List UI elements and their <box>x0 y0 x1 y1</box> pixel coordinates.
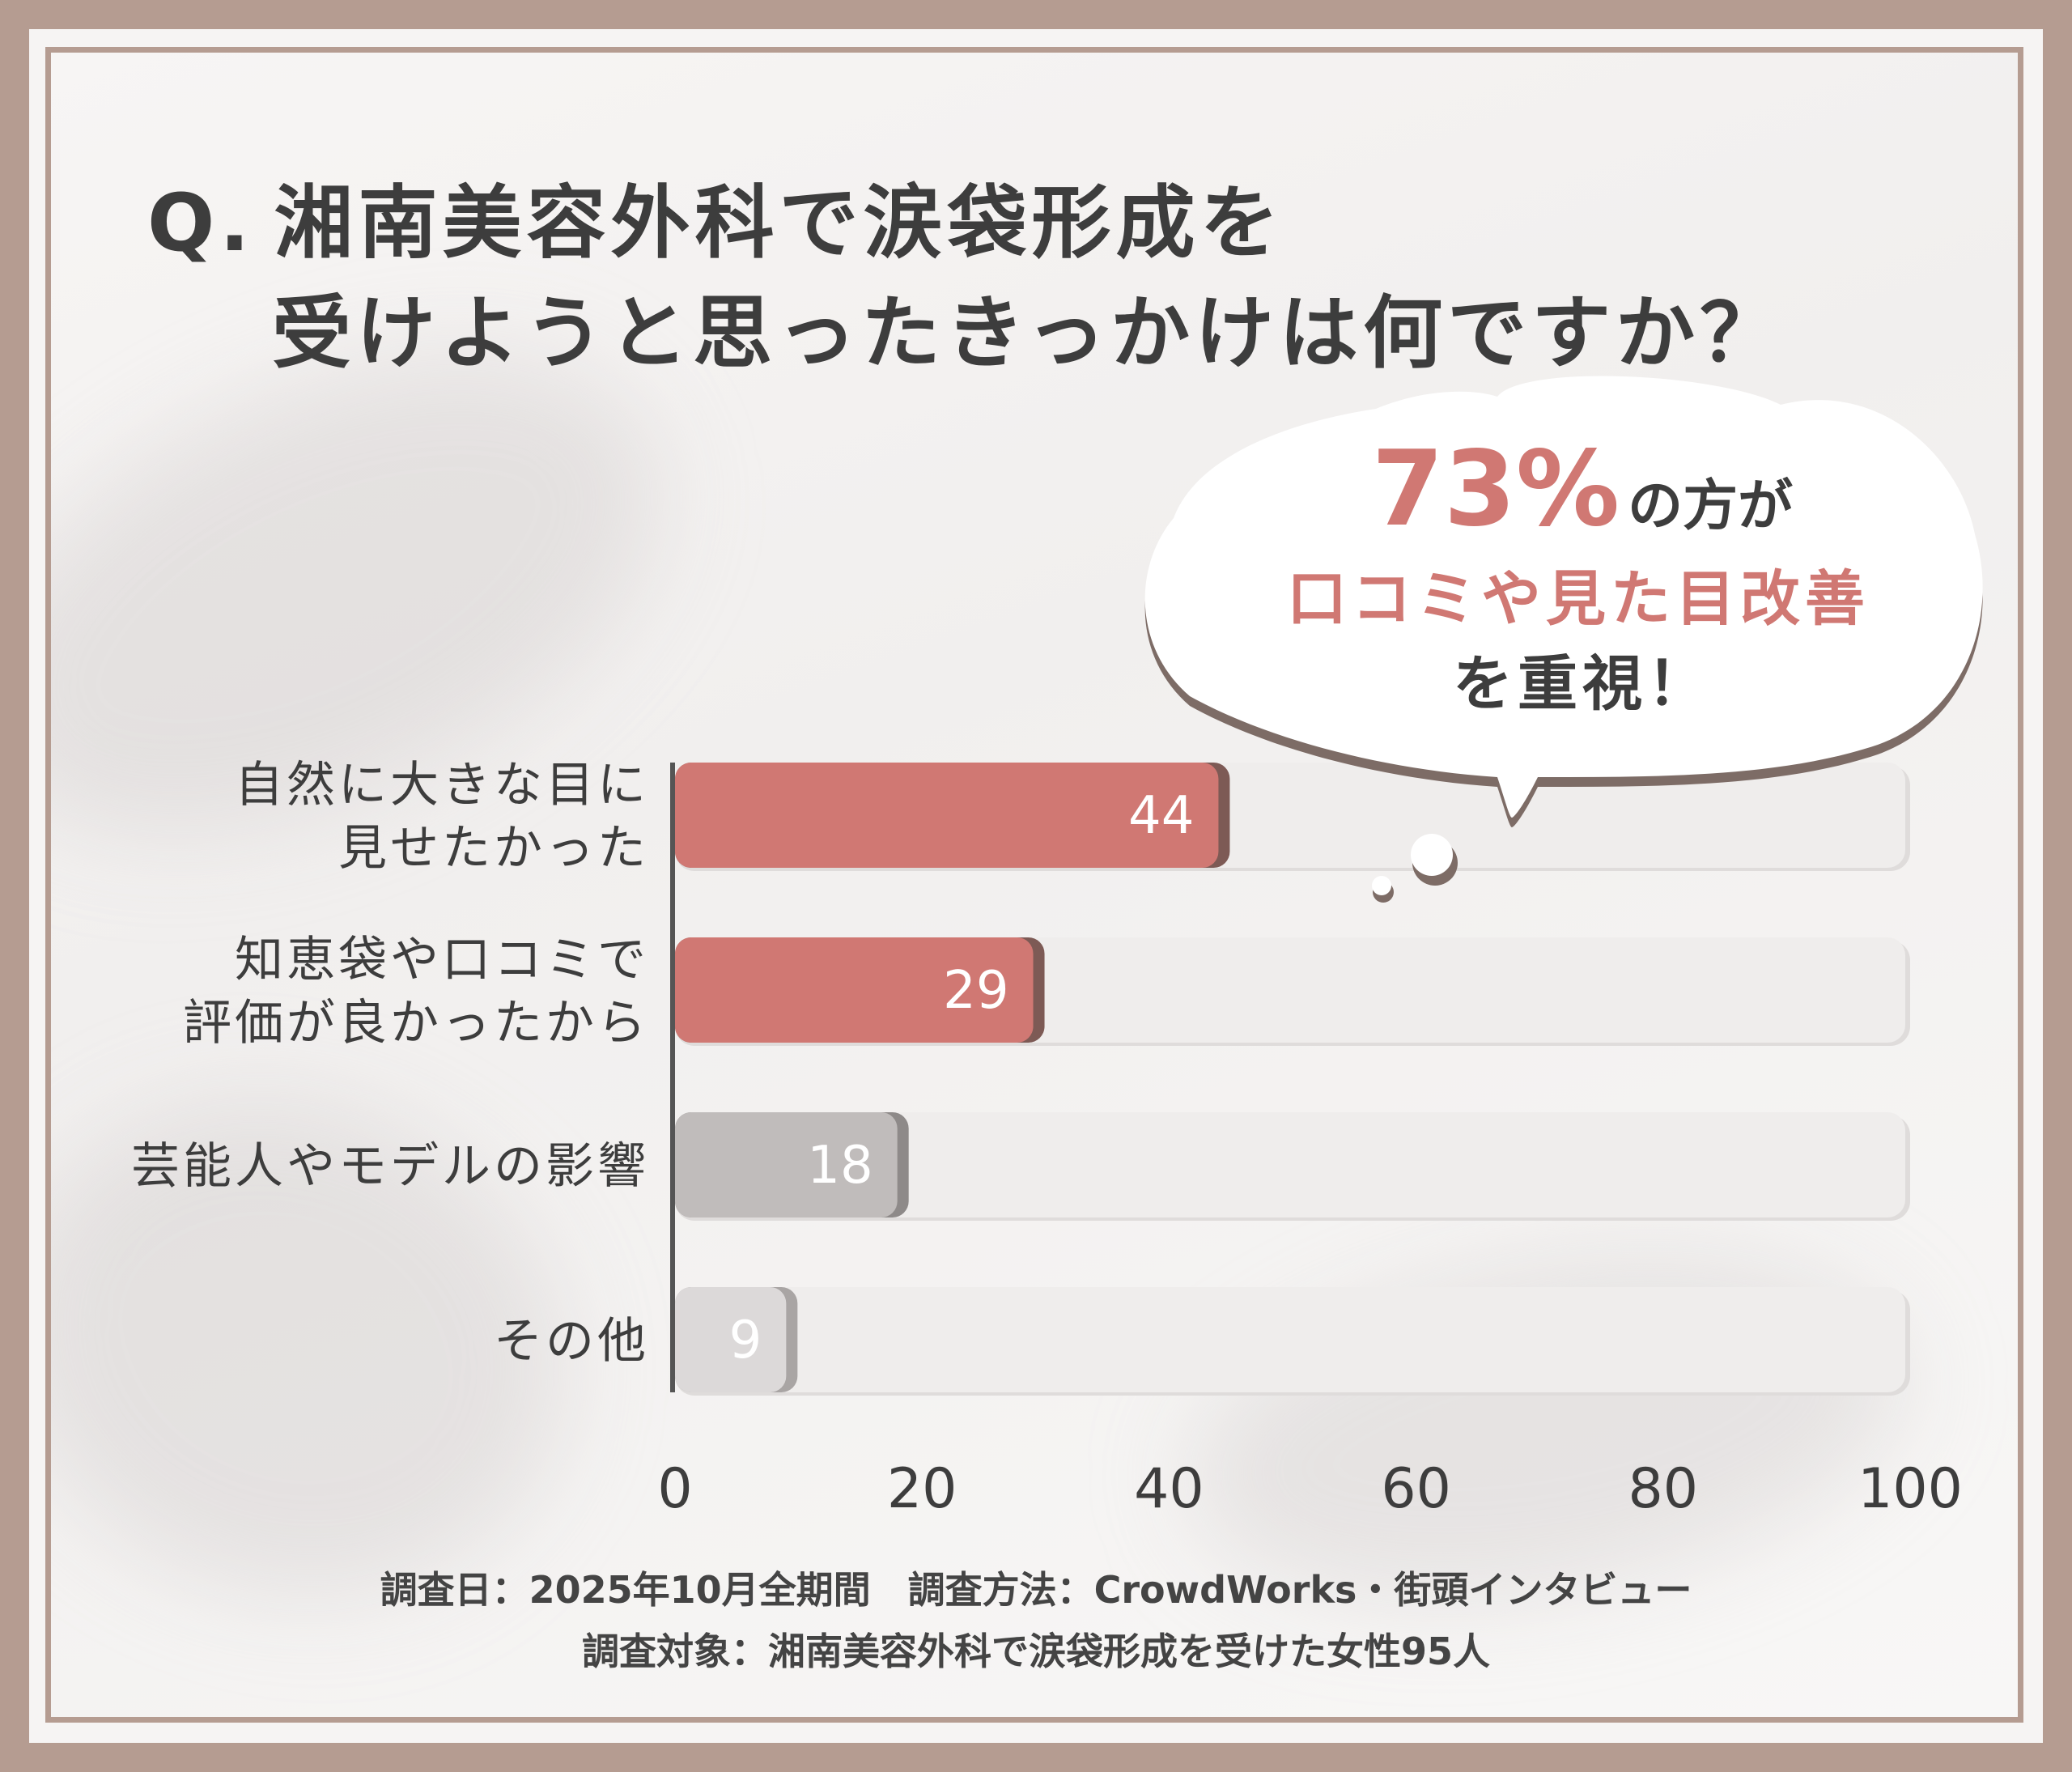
callout-dot-large <box>1411 834 1453 876</box>
bar <box>675 1112 898 1217</box>
bar-row: 9 その他 <box>494 1287 1910 1396</box>
question-prefix: Q. <box>147 177 255 270</box>
bar <box>675 763 1219 868</box>
callout-line1-rest: の方が <box>1628 474 1793 538</box>
category-label: 知恵袋や口コミで <box>235 932 649 988</box>
bar-value-label: 44 <box>1128 786 1194 846</box>
callout-dot-small <box>1372 876 1391 895</box>
callout-line1: 73% の方が <box>1372 429 1793 550</box>
callout: 73% の方が 口コミや見た目改善 を重視！ <box>1144 376 1983 903</box>
y-axis-line <box>670 763 675 1392</box>
bar-value-label: 18 <box>807 1136 873 1196</box>
chart-card <box>45 47 2023 1723</box>
x-tick-label: 0 <box>657 1457 692 1521</box>
callout-line3: を重視！ <box>1453 649 1712 719</box>
x-tick-label: 20 <box>887 1457 957 1521</box>
category-label: 自然に大きな目に <box>235 757 649 814</box>
bar-value-label: 9 <box>729 1311 762 1370</box>
callout-percent: 73% <box>1372 429 1620 550</box>
category-label: 芸能人やモデルの影響 <box>131 1138 649 1195</box>
axis-layer: 0 20 40 60 80 100 <box>657 763 1963 1521</box>
category-label: 見せたかった <box>338 820 649 877</box>
x-tick-label: 60 <box>1381 1457 1451 1521</box>
question-text-line1: 湘南美容外科で涙袋形成を <box>274 177 1284 270</box>
footnote-line1: 調査日：2025年10月全期間 調査方法：CrowdWorks・街頭インタビュー <box>380 1568 1692 1612</box>
category-label: 評価が良かったから <box>183 995 649 1052</box>
bar-row: 18 芸能人やモデルの影響 <box>131 1112 1910 1221</box>
x-tick-label: 100 <box>1858 1457 1963 1521</box>
category-label: その他 <box>494 1313 649 1370</box>
callout-line2: 口コミや見た目改善 <box>1287 564 1870 634</box>
bar-value-label: 29 <box>943 961 1008 1021</box>
callout-bubble <box>1144 376 1983 818</box>
x-tick-label: 80 <box>1628 1457 1699 1521</box>
bar <box>675 937 1034 1043</box>
bar-track <box>675 1112 1905 1217</box>
bar <box>675 1287 787 1392</box>
x-tick-label: 40 <box>1134 1457 1204 1521</box>
question-title-line2: 受けようと思ったきっかけは何ですか？ <box>272 287 1785 380</box>
bar-track <box>675 1287 1905 1392</box>
footnote-line2: 調査対象：湘南美容外科で涙袋形成を受けた女性95人 <box>581 1630 1490 1673</box>
question-title-line1: Q. 湘南美容外科で涙袋形成を <box>147 159 1284 274</box>
